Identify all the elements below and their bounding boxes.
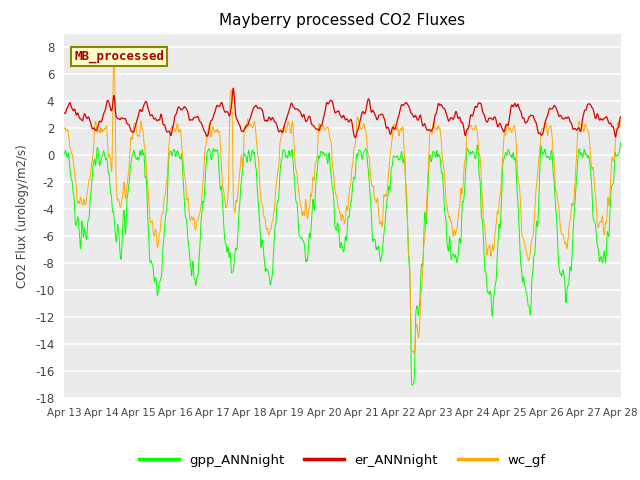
gpp_ANNnight: [316, 153, 324, 158]
wc_gf: [316, 125, 324, 131]
er_ANNnight: [88, 126, 96, 132]
wc_gf: [60, 126, 68, 132]
er_ANNnight: [230, 85, 237, 91]
wc_gf: [499, 151, 507, 156]
gpp_ANNnight: [331, 221, 339, 227]
gpp_ANNnight: [617, 140, 625, 145]
er_ANNnight: [316, 123, 324, 129]
wc_gf: [331, 189, 339, 194]
er_ANNnight: [331, 110, 339, 116]
er_ANNnight: [602, 115, 609, 120]
Legend: gpp_ANNnight, er_ANNnight, wc_gf: gpp_ANNnight, er_ANNnight, wc_gf: [134, 448, 551, 472]
Line: er_ANNnight: er_ANNnight: [64, 88, 621, 137]
gpp_ANNnight: [601, 255, 609, 261]
gpp_ANNnight: [499, 163, 506, 169]
gpp_ANNnight: [88, 170, 96, 176]
wc_gf: [601, 226, 609, 231]
Line: wc_gf: wc_gf: [64, 60, 621, 353]
er_ANNnight: [617, 114, 625, 120]
gpp_ANNnight: [601, 252, 609, 257]
wc_gf: [617, 118, 625, 124]
er_ANNnight: [499, 128, 507, 133]
er_ANNnight: [351, 134, 359, 140]
gpp_ANNnight: [60, 151, 68, 157]
Text: MB_processed: MB_processed: [74, 50, 164, 63]
Y-axis label: CO2 Flux (urology/m2/s): CO2 Flux (urology/m2/s): [17, 144, 29, 288]
wc_gf: [110, 57, 118, 62]
er_ANNnight: [601, 115, 609, 121]
Title: Mayberry processed CO2 Fluxes: Mayberry processed CO2 Fluxes: [220, 13, 465, 28]
Line: gpp_ANNnight: gpp_ANNnight: [64, 143, 621, 385]
wc_gf: [88, 156, 96, 162]
wc_gf: [410, 350, 418, 356]
wc_gf: [602, 222, 609, 228]
er_ANNnight: [60, 110, 68, 116]
gpp_ANNnight: [408, 383, 416, 388]
